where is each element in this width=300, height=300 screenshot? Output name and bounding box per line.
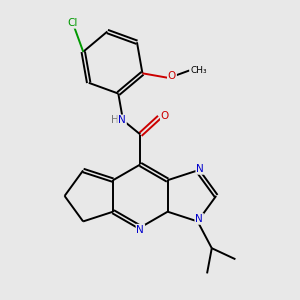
Text: CH₃: CH₃ xyxy=(190,66,207,75)
Text: N: N xyxy=(196,164,204,174)
Text: Cl: Cl xyxy=(67,18,78,28)
Text: O: O xyxy=(168,71,176,81)
Text: N: N xyxy=(195,214,203,224)
Text: H: H xyxy=(111,115,119,125)
Text: O: O xyxy=(161,111,169,121)
Text: N: N xyxy=(136,225,144,235)
Text: N: N xyxy=(118,115,126,125)
